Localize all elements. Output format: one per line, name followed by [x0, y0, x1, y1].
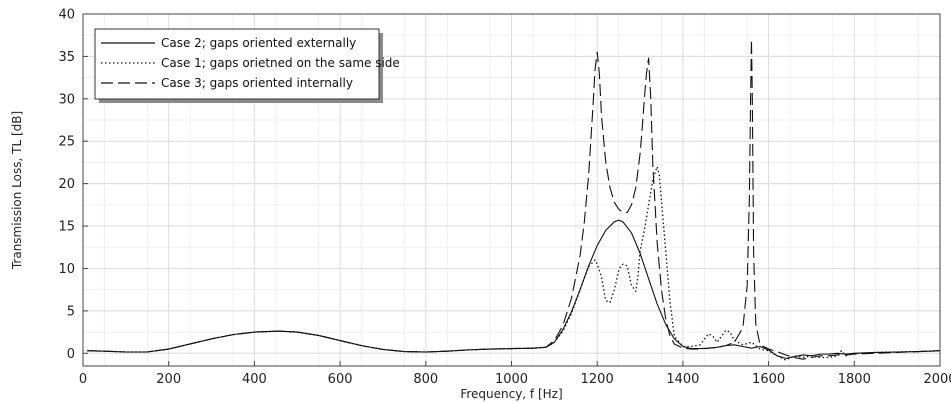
- legend-label-3: Case 3; gaps oriented internally: [161, 76, 353, 90]
- x-tick-label: 0: [79, 372, 87, 387]
- series-line-2: [87, 166, 941, 361]
- y-tick-label: 30: [58, 92, 75, 107]
- legend-items: Case 2; gaps oriented externally Case 1; …: [101, 36, 400, 90]
- y-tick-label: 15: [58, 220, 75, 235]
- y-tick-label: 25: [58, 135, 75, 150]
- y-tick-label: 5: [67, 304, 75, 319]
- x-tick-label: 200: [156, 372, 181, 387]
- x-tick-label: 600: [328, 372, 353, 387]
- y-axis-label: Transmission Loss, TL [dB]: [10, 111, 24, 270]
- y-tick-label: 35: [58, 50, 75, 65]
- y-tick-label: 10: [58, 262, 75, 277]
- x-tick-label: 1600: [752, 372, 785, 387]
- legend: Case 2; gaps oriented externally Case 1; …: [94, 28, 400, 103]
- x-tick-label: 1200: [581, 372, 614, 387]
- legend-box: [94, 28, 380, 100]
- x-tick-label: 400: [242, 372, 267, 387]
- series-line-3: [87, 38, 941, 360]
- x-tick-label: 1800: [838, 372, 871, 387]
- legend-label-2: Case 1; gaps orietned on the same side: [161, 56, 400, 70]
- x-tick-label: 1000: [495, 372, 528, 387]
- y-tick-label: 40: [58, 8, 75, 23]
- x-axis-label: Frequency, f [Hz]: [460, 387, 562, 401]
- series-group: [87, 38, 941, 361]
- y-tick-label: 0: [67, 347, 75, 362]
- x-tick-label: 800: [413, 372, 438, 387]
- y-tick-label: 20: [58, 177, 75, 192]
- x-tick-label: 1400: [666, 372, 699, 387]
- legend-label-1: Case 2; gaps oriented externally: [161, 36, 356, 50]
